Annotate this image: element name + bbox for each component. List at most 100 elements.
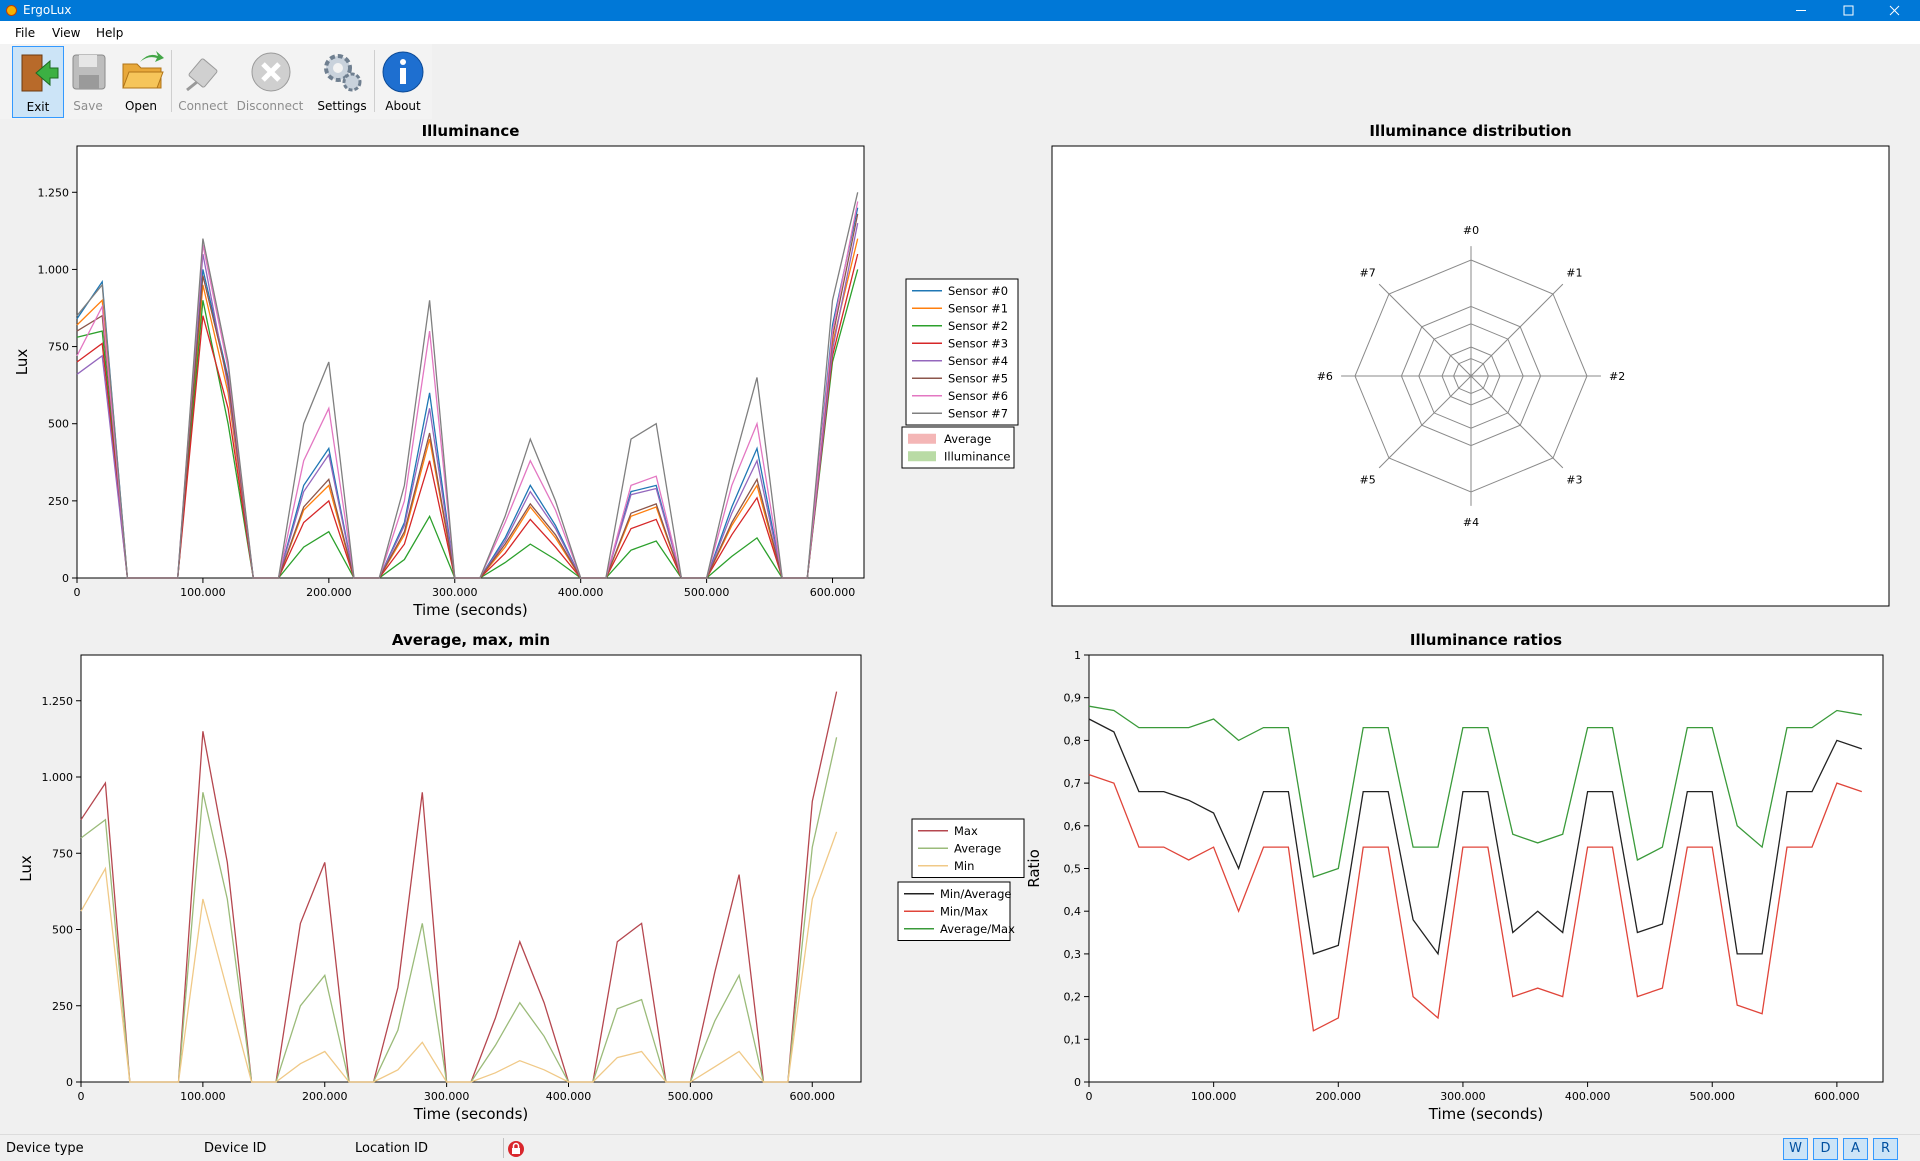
x-tick-label: 0 <box>1086 1090 1093 1103</box>
disconnect-button[interactable]: Disconnect <box>234 46 306 116</box>
legend-label: Sensor #1 <box>948 301 1008 315</box>
lock-icon <box>508 1141 524 1157</box>
y-tick-label: 0,6 <box>1064 820 1082 833</box>
separator <box>171 50 172 112</box>
toolbar: Exit Save Open Connect Disconnect Settin… <box>0 44 432 119</box>
legend-label: Sensor #3 <box>948 336 1008 350</box>
legend-label: Sensor #4 <box>948 354 1008 368</box>
y-tick-label: 0,9 <box>1064 692 1082 705</box>
chart-title: Illuminance distribution <box>1369 122 1571 140</box>
window-title: ErgoLux <box>23 3 72 17</box>
x-tick-label: 400.000 <box>546 1090 592 1103</box>
legend-label: Sensor #2 <box>948 319 1008 333</box>
about-button[interactable]: About <box>377 46 429 116</box>
radar-axis-label: #1 <box>1566 267 1582 280</box>
radar-axis-label: #5 <box>1360 473 1376 486</box>
open-button[interactable]: Open <box>114 46 168 116</box>
x-tick-label: 500.000 <box>668 1090 714 1103</box>
button-label: Open <box>124 99 158 113</box>
x-tick-label: 200.000 <box>302 1090 348 1103</box>
title-bar: ErgoLux <box>0 0 1920 21</box>
connect-icon <box>186 58 218 92</box>
chart-title: Average, max, min <box>392 631 550 649</box>
legend-label: Min/Max <box>940 904 988 918</box>
status-button[interactable]: R <box>1873 1138 1898 1160</box>
y-tick-label: 0 <box>1074 1076 1081 1089</box>
menu-item[interactable]: File <box>15 26 36 40</box>
chart-title: Illuminance ratios <box>1410 631 1562 649</box>
radar-spoke <box>1378 375 1472 469</box>
x-tick-label: 300.000 <box>424 1090 470 1103</box>
exit-icon <box>21 54 59 92</box>
menu-item[interactable]: Help <box>96 26 124 40</box>
button-label: Save <box>73 99 103 113</box>
legend-swatch <box>908 433 936 444</box>
y-tick-label: 1.000 <box>38 263 70 276</box>
y-tick-label: 500 <box>52 924 73 937</box>
x-tick-label: 500.000 <box>684 586 730 599</box>
series-line <box>1088 718 1863 956</box>
y-tick-label: 1.000 <box>42 771 74 784</box>
save-icon <box>72 54 106 90</box>
y-tick-label: 250 <box>48 495 69 508</box>
x-tick-label: 500.000 <box>1689 1090 1735 1103</box>
legend-label: Max <box>954 824 978 838</box>
button-label: Settings <box>317 99 367 113</box>
y-tick-label: 0,2 <box>1064 991 1082 1004</box>
x-tick-label: 100.000 <box>1191 1090 1237 1103</box>
status-field: Device ID <box>204 1141 267 1156</box>
series-line <box>1088 773 1863 1032</box>
status-button[interactable]: A <box>1843 1138 1868 1160</box>
legend-swatch <box>908 451 936 462</box>
y-tick-label: 750 <box>52 847 73 860</box>
status-field: Location ID <box>355 1141 428 1156</box>
x-tick-label: 200.000 <box>1316 1090 1362 1103</box>
x-tick-label: 100.000 <box>180 1090 226 1103</box>
y-tick-label: 0 <box>62 572 69 585</box>
y-axis-label: Lux <box>13 349 31 376</box>
legend-label: Average/Max <box>940 922 1015 936</box>
y-axis-label: Ratio <box>1025 849 1043 888</box>
radar-spoke <box>1378 283 1472 377</box>
open-icon <box>122 51 164 89</box>
legend-label: Min <box>954 859 974 873</box>
separator <box>503 1138 504 1158</box>
y-axis-label: Lux <box>17 855 35 882</box>
settings-button[interactable]: Settings <box>315 46 369 116</box>
y-tick-label: 500 <box>48 418 69 431</box>
window-controls[interactable] <box>1780 0 1920 21</box>
status-bar: Device type Device ID Location ID W D A … <box>0 1134 1920 1161</box>
plot-area <box>1088 654 1884 1083</box>
y-tick-label: 750 <box>48 341 69 354</box>
radar-spoke <box>1470 375 1564 469</box>
x-tick-label: 600.000 <box>1814 1090 1860 1103</box>
connect-button[interactable]: Connect <box>176 46 230 116</box>
chart-title: Illuminance <box>422 122 520 140</box>
button-label: Disconnect <box>236 99 304 113</box>
y-tick-label: 0,3 <box>1064 948 1082 961</box>
about-icon <box>382 51 424 93</box>
exit-button[interactable]: Exit <box>12 46 64 118</box>
save-button[interactable]: Save <box>66 46 110 116</box>
radar-axis-label: #0 <box>1463 224 1479 237</box>
y-tick-label: 0,7 <box>1064 777 1082 790</box>
y-tick-label: 1 <box>1074 649 1081 662</box>
legend-label: Sensor #6 <box>948 389 1008 403</box>
radar-axis-label: #6 <box>1317 370 1333 383</box>
disconnect-icon <box>251 52 291 92</box>
button-label: Exit <box>26 100 50 114</box>
status-button[interactable]: D <box>1813 1138 1838 1160</box>
status-button[interactable]: W <box>1783 1138 1808 1160</box>
y-tick-label: 0,1 <box>1064 1033 1082 1046</box>
x-tick-label: 400.000 <box>1565 1090 1611 1103</box>
legend-label: Sensor #5 <box>948 371 1008 385</box>
menu-item[interactable]: View <box>52 26 81 40</box>
x-tick-label: 400.000 <box>558 586 604 599</box>
x-axis-label: Time (seconds) <box>413 1105 529 1123</box>
radar-axis-label: #2 <box>1609 370 1625 383</box>
legend-label: Sensor #0 <box>948 284 1008 298</box>
legend-label: Min/Average <box>940 887 1012 901</box>
status-field: Device type <box>6 1141 84 1156</box>
x-axis-label: Time (seconds) <box>1428 1105 1544 1123</box>
